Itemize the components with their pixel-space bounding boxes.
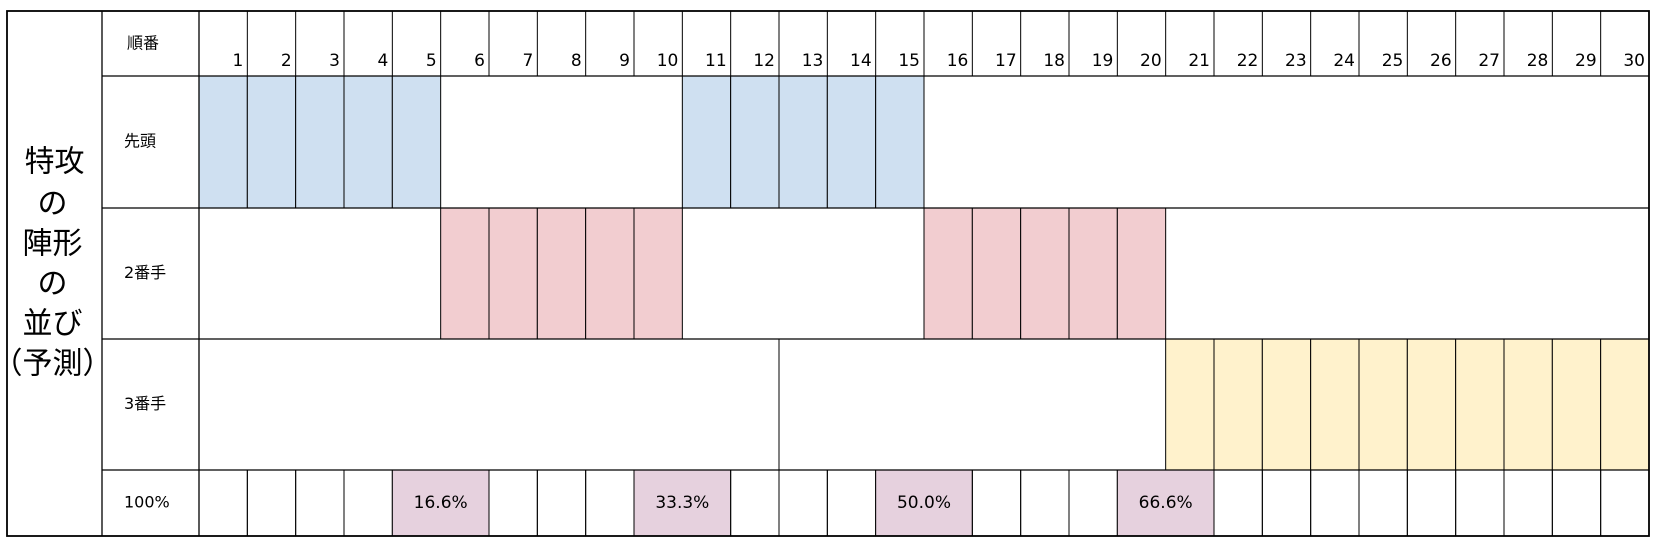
column-number: 14 xyxy=(850,51,872,71)
percent-label: 66.6% xyxy=(1139,493,1193,513)
filled-cell xyxy=(826,75,877,209)
percent-label: 33.3% xyxy=(655,493,709,513)
column-number: 20 xyxy=(1140,51,1162,71)
title-line: 陣形 xyxy=(23,227,83,262)
percent-cell xyxy=(875,469,973,537)
filled-cell xyxy=(1068,207,1118,340)
filled-cell xyxy=(440,207,490,340)
column-number: 8 xyxy=(571,51,582,71)
column-number: 4 xyxy=(378,51,389,71)
filled-cell xyxy=(1020,207,1070,340)
filled-cell xyxy=(633,207,683,340)
percent-cell xyxy=(391,469,490,537)
column-number: 18 xyxy=(1043,51,1065,71)
filled-cell xyxy=(391,75,442,209)
filled-cell xyxy=(1116,207,1167,340)
column-number: 23 xyxy=(1285,51,1307,71)
column-number: 16 xyxy=(947,51,969,71)
filled-cell xyxy=(295,75,345,209)
filled-cell xyxy=(1503,338,1553,471)
column-number: 17 xyxy=(995,51,1017,71)
filled-cell xyxy=(1165,338,1215,471)
column-number: 26 xyxy=(1430,51,1452,71)
column-number: 12 xyxy=(753,51,775,71)
column-number: 13 xyxy=(802,51,824,71)
filled-cell xyxy=(1261,338,1312,471)
percent-label: 50.0% xyxy=(897,493,951,513)
filled-cell xyxy=(488,207,538,340)
column-number: 5 xyxy=(426,51,437,71)
row-label: 先頭 xyxy=(124,132,156,151)
column-number: 11 xyxy=(705,51,727,71)
title-line: の xyxy=(38,267,68,302)
percent-label: 16.6% xyxy=(414,493,468,513)
column-number: 3 xyxy=(329,51,340,71)
column-number: 30 xyxy=(1623,51,1645,71)
title-line: （予測） xyxy=(0,347,113,382)
filled-cell xyxy=(1406,338,1457,471)
filled-cell xyxy=(1600,338,1650,471)
filled-cell xyxy=(778,75,828,209)
title-highlight: 特攻 xyxy=(25,145,85,180)
filled-cell xyxy=(1358,338,1408,471)
column-number: 15 xyxy=(898,51,920,71)
column-number: 21 xyxy=(1188,51,1210,71)
filled-cell xyxy=(875,75,925,209)
filled-cell xyxy=(1213,338,1263,471)
column-number: 24 xyxy=(1333,51,1355,71)
filled-cell xyxy=(536,207,587,340)
column-number: 7 xyxy=(523,51,534,71)
column-number: 6 xyxy=(474,51,485,71)
filled-cell xyxy=(343,75,393,209)
column-number: 29 xyxy=(1575,51,1597,71)
column-number: 25 xyxy=(1382,51,1404,71)
filled-cell xyxy=(1310,338,1360,471)
row-label: 3番手 xyxy=(124,394,166,413)
column-number: 27 xyxy=(1478,51,1500,71)
column-number: 1 xyxy=(233,51,244,71)
column-number: 22 xyxy=(1237,51,1259,71)
filled-cell xyxy=(1455,338,1505,471)
column-number: 2 xyxy=(281,51,292,71)
column-number: 10 xyxy=(657,51,679,71)
column-number: 19 xyxy=(1092,51,1114,71)
row-label: 2番手 xyxy=(124,263,166,282)
row-label: 100% xyxy=(124,493,170,512)
filled-cell xyxy=(923,207,973,340)
filled-cell xyxy=(198,75,248,209)
column-number: 28 xyxy=(1527,51,1549,71)
filled-cell xyxy=(246,75,297,209)
outer-border xyxy=(6,10,1650,537)
filled-cell xyxy=(730,75,780,209)
percent-cell xyxy=(1116,469,1215,537)
title-line: 並び xyxy=(23,307,83,342)
filled-cell xyxy=(1551,338,1602,471)
filled-cell xyxy=(971,207,1022,340)
column-number: 9 xyxy=(619,51,630,71)
filled-cell xyxy=(585,207,635,340)
filled-cell xyxy=(681,75,732,209)
title-line: の xyxy=(38,187,68,222)
header-label: 順番 xyxy=(127,34,159,53)
